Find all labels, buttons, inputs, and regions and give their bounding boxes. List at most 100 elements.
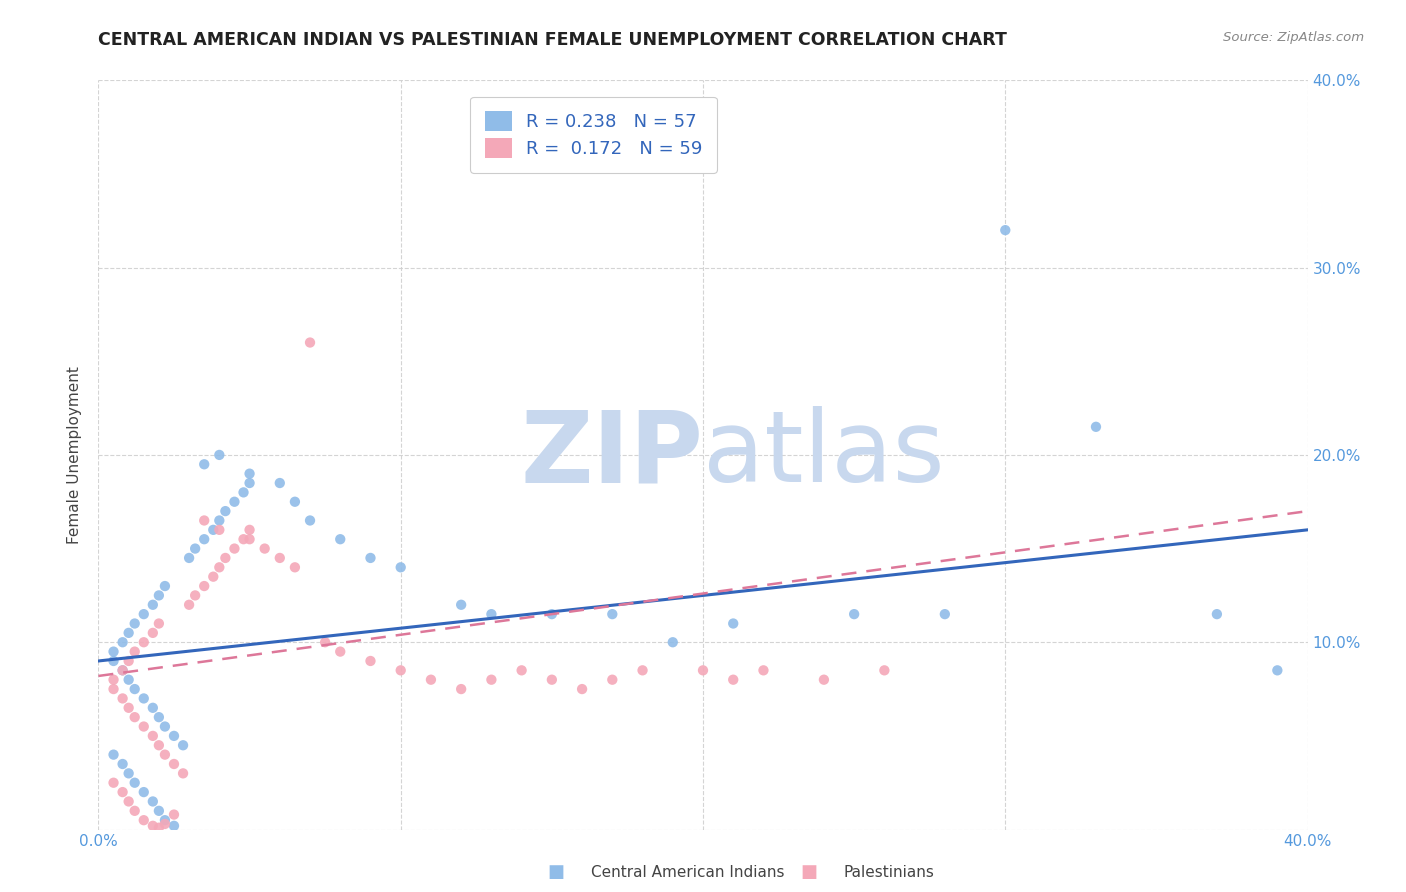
Point — [420, 673, 443, 687]
Point — [103, 644, 125, 658]
Point — [202, 523, 225, 537]
Point — [723, 673, 745, 687]
Point — [111, 756, 134, 771]
Point — [148, 710, 170, 724]
Point — [844, 607, 866, 621]
Point — [153, 719, 176, 733]
Point — [224, 541, 246, 556]
Point — [163, 756, 186, 771]
Point — [172, 766, 194, 780]
Point — [1267, 664, 1289, 678]
Text: ZIP: ZIP — [520, 407, 703, 503]
Point — [284, 560, 307, 574]
Text: atlas: atlas — [703, 407, 945, 503]
Point — [253, 541, 276, 556]
Point — [132, 691, 155, 706]
Point — [148, 804, 170, 818]
Point — [208, 448, 231, 462]
Point — [103, 682, 125, 697]
Point — [193, 532, 215, 546]
Point — [1085, 420, 1108, 434]
Point — [148, 739, 170, 753]
Point — [813, 673, 835, 687]
Point — [631, 664, 654, 678]
Point — [239, 532, 262, 546]
Point — [163, 819, 186, 833]
Point — [232, 532, 254, 546]
Point — [208, 514, 231, 528]
Point — [450, 598, 472, 612]
Point — [148, 589, 170, 603]
Point — [214, 551, 236, 566]
Point — [540, 673, 562, 687]
Point — [602, 673, 624, 687]
Point — [184, 541, 207, 556]
Point — [540, 607, 562, 621]
Point — [214, 504, 236, 518]
Point — [450, 682, 472, 697]
Point — [118, 654, 141, 668]
Point — [142, 626, 165, 640]
Point — [193, 579, 215, 593]
Point — [103, 747, 125, 762]
Point — [111, 785, 134, 799]
Point — [389, 560, 412, 574]
Point — [124, 644, 146, 658]
Point — [103, 654, 125, 668]
Text: Palestinians: Palestinians — [844, 865, 935, 880]
Point — [752, 664, 775, 678]
Point — [118, 626, 141, 640]
Point — [329, 644, 352, 658]
Point — [124, 776, 146, 790]
Text: CENTRAL AMERICAN INDIAN VS PALESTINIAN FEMALE UNEMPLOYMENT CORRELATION CHART: CENTRAL AMERICAN INDIAN VS PALESTINIAN F… — [98, 31, 1007, 49]
Point — [142, 819, 165, 833]
Point — [111, 691, 134, 706]
Point — [994, 223, 1017, 237]
Point — [142, 701, 165, 715]
Point — [602, 607, 624, 621]
Point — [153, 579, 176, 593]
Point — [103, 776, 125, 790]
Point — [208, 560, 231, 574]
Point — [118, 701, 141, 715]
Point — [481, 607, 503, 621]
Point — [124, 710, 146, 724]
Point — [153, 817, 176, 831]
Point — [142, 729, 165, 743]
Point — [723, 616, 745, 631]
Point — [571, 682, 593, 697]
Point — [269, 476, 291, 491]
Point — [153, 814, 176, 828]
Point — [118, 795, 141, 809]
Point — [202, 570, 225, 584]
Point — [111, 664, 134, 678]
Point — [103, 673, 125, 687]
Point — [179, 551, 201, 566]
Point — [481, 673, 503, 687]
Point — [118, 673, 141, 687]
Point — [124, 682, 146, 697]
Point — [142, 795, 165, 809]
Point — [148, 616, 170, 631]
Point — [329, 532, 352, 546]
Text: Central American Indians: Central American Indians — [591, 865, 785, 880]
Point — [111, 635, 134, 649]
Point — [873, 664, 896, 678]
Point — [142, 598, 165, 612]
Point — [124, 616, 146, 631]
Point — [299, 514, 322, 528]
Point — [360, 551, 382, 566]
Point — [269, 551, 291, 566]
Point — [148, 821, 170, 835]
Point — [118, 766, 141, 780]
Point — [224, 494, 246, 508]
Point — [172, 739, 194, 753]
Point — [132, 635, 155, 649]
Point — [163, 807, 186, 822]
Point — [132, 814, 155, 828]
Point — [179, 598, 201, 612]
Point — [360, 654, 382, 668]
Point — [193, 457, 215, 471]
Point — [239, 467, 262, 481]
Point — [510, 664, 533, 678]
